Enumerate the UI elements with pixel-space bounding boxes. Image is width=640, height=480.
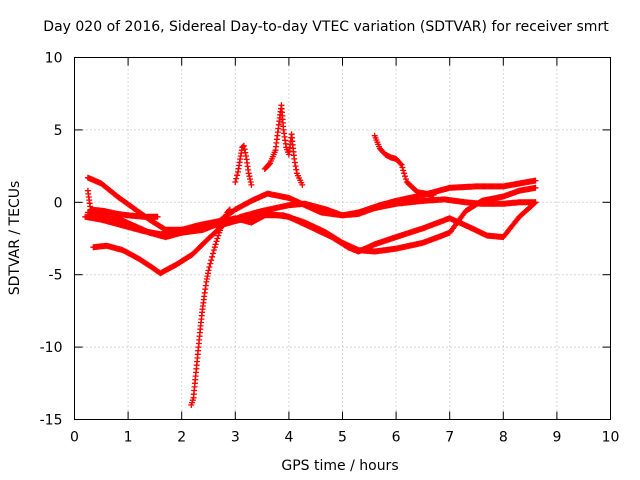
series-spike-a [232,142,255,188]
y-tick-label: 10 [45,51,63,67]
data-point [430,192,437,199]
data-point [401,170,408,177]
data-point [215,232,222,239]
data-point [154,213,161,220]
data-point [226,206,233,213]
data-point [402,173,408,180]
data-point [291,159,298,166]
data-point [532,199,539,206]
series-steep-rise [188,206,233,408]
y-tick-label: -15 [40,413,63,429]
x-tick-label: 8 [499,430,508,446]
data-point [266,161,273,168]
data-point [214,235,221,242]
x-tick-label: 3 [231,430,240,446]
x-axis-label: GPS time / hours [281,458,398,474]
data-point [247,179,254,185]
x-tick-label: 1 [124,430,133,446]
series-trace-5 [84,187,161,220]
data-point [240,142,247,149]
series-spike-c [371,132,437,199]
data-point [205,267,212,274]
data-point [532,177,539,184]
data-point [211,244,218,251]
data-point [206,264,213,270]
data-point [233,175,240,182]
x-tick-label: 7 [445,430,454,446]
x-tick-label: 0 [70,430,79,446]
chart-title: Day 020 of 2016, Sidereal Day-to-day VTE… [43,19,609,35]
data-point [209,253,216,260]
series-trace-3 [90,196,539,277]
data-point [207,260,214,267]
y-axis-label: SDTVAR / TECUs [7,181,23,296]
data-point [532,184,539,191]
y-tick-label: -10 [40,340,63,356]
data-point [292,163,299,170]
data-point [242,149,249,156]
y-tick-label: 5 [54,123,63,139]
x-tick-label: 2 [177,430,186,446]
data-point [299,181,306,188]
data-point [397,160,404,167]
y-tick-label: -5 [49,268,63,284]
x-tick-label: 10 [602,430,620,446]
data-point [210,250,216,257]
data-points [82,102,539,408]
x-tick-label: 4 [284,430,293,446]
data-point [400,167,407,174]
y-tick-label: 0 [54,195,63,211]
x-tick-label: 5 [338,430,347,446]
series-trace-4 [82,184,539,255]
grid-layer [74,57,611,420]
data-point [234,172,241,179]
x-tick-label: 9 [552,430,561,446]
x-tick-label: 6 [392,430,401,446]
data-point [232,179,239,185]
data-point [241,146,248,153]
data-point [226,207,232,214]
series-spike-b [261,102,306,188]
data-point [399,164,406,171]
data-point [398,161,405,168]
data-point [208,257,215,264]
data-point [402,176,409,183]
data-point [213,238,220,245]
data-point [248,181,255,188]
data-point [245,170,252,177]
data-point [247,176,253,183]
ticks-layer: 0 1 2 3 4 5 6 7 8 9 10 10 5 0 -5 -10 -15 [40,51,620,446]
data-point [212,241,219,248]
data-point [210,247,217,254]
